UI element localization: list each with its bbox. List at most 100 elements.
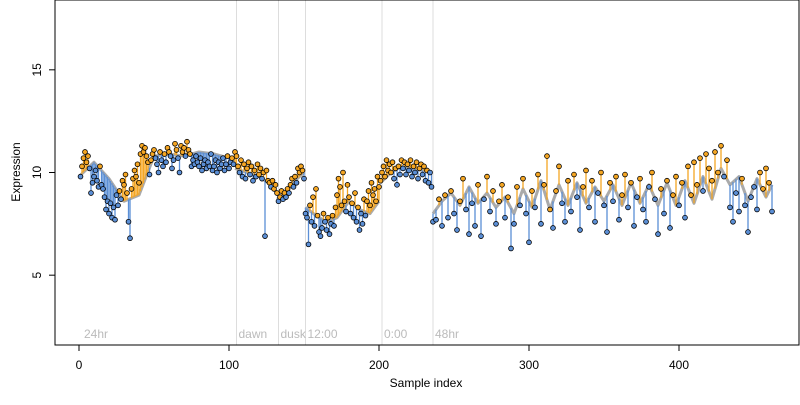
- data-point: [248, 163, 255, 170]
- data-point: [181, 145, 187, 151]
- data-point: [727, 204, 733, 211]
- data-point: [256, 171, 262, 178]
- data-point: [335, 175, 342, 182]
- x-axis-label: Sample index: [390, 376, 463, 390]
- data-point: [224, 153, 231, 159]
- data-point: [247, 171, 253, 178]
- data-point: [350, 214, 357, 221]
- data-point: [169, 165, 175, 172]
- data-point: [472, 223, 478, 229]
- data-point: [502, 214, 508, 221]
- data-point: [125, 218, 132, 225]
- data-point: [724, 157, 730, 163]
- data-point: [214, 169, 220, 176]
- data-point: [583, 167, 589, 174]
- data-point: [142, 145, 148, 151]
- data-point: [259, 175, 265, 182]
- data-point: [127, 235, 133, 242]
- phase-marker-label: 24hr: [84, 327, 108, 341]
- data-point: [493, 221, 499, 227]
- data-point: [160, 163, 166, 170]
- data-point: [229, 155, 235, 161]
- data-point: [112, 216, 118, 223]
- data-point: [329, 212, 336, 219]
- data-point: [664, 177, 670, 184]
- data-point: [466, 231, 472, 237]
- data-point: [628, 179, 634, 186]
- data-point: [355, 204, 361, 211]
- data-point: [733, 190, 739, 196]
- data-point: [235, 163, 241, 170]
- data-point: [577, 227, 583, 233]
- data-point: [269, 177, 276, 184]
- data-point: [568, 208, 574, 215]
- data-point: [631, 223, 637, 229]
- data-point: [167, 153, 174, 159]
- data-point: [223, 161, 229, 168]
- data-point: [245, 159, 252, 166]
- data-point: [419, 171, 426, 178]
- data-point: [634, 194, 640, 200]
- data-point: [481, 196, 487, 202]
- data-point: [736, 208, 742, 215]
- data-point: [478, 233, 484, 239]
- phase-marker-label: 12:00: [308, 327, 338, 341]
- data-point: [742, 202, 748, 209]
- data-point: [208, 151, 214, 157]
- data-point: [769, 208, 775, 215]
- data-point: [80, 155, 87, 161]
- data-point: [118, 196, 124, 202]
- data-point: [670, 192, 676, 198]
- data-point: [529, 188, 535, 194]
- data-point: [706, 165, 712, 172]
- data-point: [242, 175, 249, 182]
- data-point: [469, 200, 475, 207]
- data-point: [730, 218, 736, 225]
- data-point: [598, 169, 604, 176]
- data-point: [220, 155, 226, 161]
- phase-marker-label: 0:00: [384, 327, 408, 341]
- data-point: [601, 202, 607, 209]
- data-point: [262, 233, 268, 239]
- data-point: [301, 175, 307, 182]
- data-point: [325, 214, 331, 221]
- data-point: [358, 210, 364, 217]
- data-point: [389, 159, 396, 166]
- data-point: [173, 147, 180, 153]
- data-point: [128, 186, 135, 192]
- y-axis: 5 10 15: [30, 63, 55, 279]
- data-point: [373, 198, 379, 205]
- data-point: [574, 194, 580, 200]
- data-point: [766, 179, 772, 186]
- data-point: [559, 200, 565, 207]
- data-point: [323, 227, 330, 233]
- data-point: [394, 182, 400, 188]
- data-point: [697, 155, 703, 161]
- data-point: [89, 179, 96, 186]
- data-point: [514, 184, 520, 190]
- phase-marker-labels: 24hr dawn dusk 12:00 0:00 48hr: [84, 327, 459, 341]
- data-point: [304, 214, 310, 221]
- data-point: [176, 169, 183, 176]
- data-point: [157, 149, 163, 155]
- x-tick-label: 100: [219, 358, 239, 372]
- data-point: [274, 190, 280, 196]
- data-point: [763, 165, 769, 172]
- data-point: [146, 171, 153, 178]
- data-point: [299, 167, 306, 174]
- data-point: [460, 175, 466, 182]
- x-axis: 0 100 200 300 400: [76, 345, 689, 372]
- data-point: [170, 157, 177, 163]
- data-point: [367, 202, 373, 209]
- data-point: [532, 204, 538, 211]
- data-point: [362, 212, 369, 219]
- data-point: [463, 206, 469, 213]
- data-point: [400, 165, 406, 172]
- data-point: [251, 167, 258, 174]
- data-point: [499, 182, 505, 188]
- data-point: [134, 161, 141, 168]
- x-tick-label: 200: [369, 358, 389, 372]
- data-point: [508, 245, 514, 252]
- data-point: [257, 165, 264, 172]
